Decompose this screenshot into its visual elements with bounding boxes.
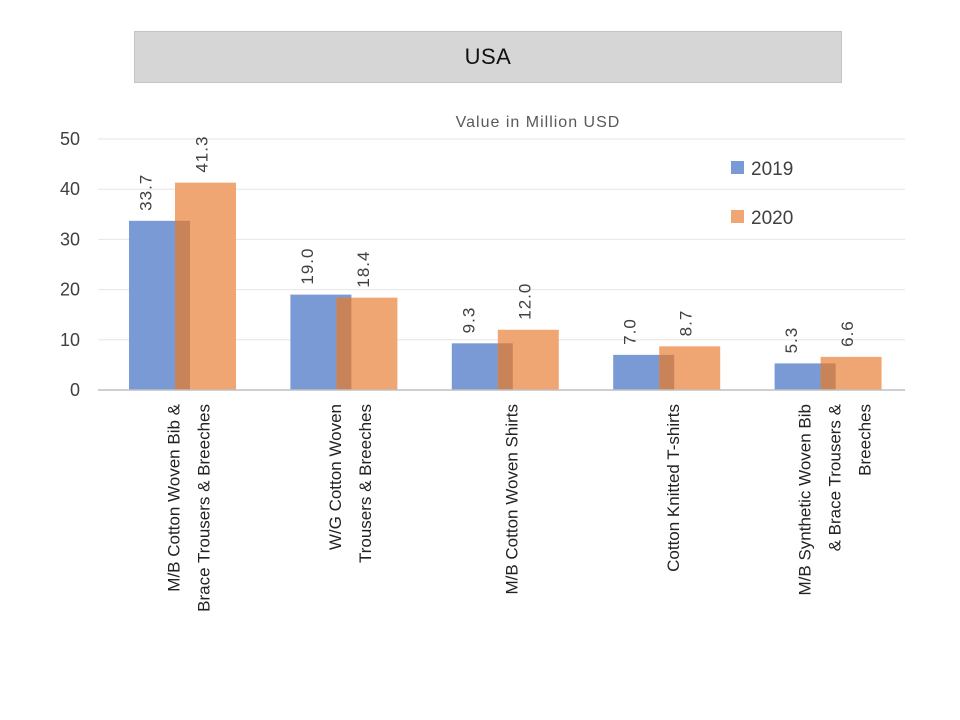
bar-overlap <box>175 220 190 390</box>
legend-label: 2020 <box>751 208 793 229</box>
bar-overlap <box>659 354 675 390</box>
y-tick-label: 40 <box>60 179 80 199</box>
data-label: 19.0 <box>298 248 317 285</box>
data-label: 7.0 <box>621 318 640 345</box>
data-label: 6.6 <box>838 320 857 347</box>
x-tick-label: M/B Cotton Woven Bib & <box>165 403 184 591</box>
y-axis: 0 10 20 30 40 50 <box>60 129 80 400</box>
x-tick-label: Cotton Knitted T-shirts <box>664 404 683 572</box>
x-tick-label: M/B Cotton Woven Shirts <box>503 404 522 595</box>
chart-title: USA <box>134 31 842 83</box>
data-label: 33.7 <box>137 174 156 211</box>
legend-swatch <box>731 161 744 174</box>
data-label: 5.3 <box>782 327 801 354</box>
y-tick-label: 10 <box>60 330 80 350</box>
bars <box>129 182 882 390</box>
x-tick-label: Breeches <box>855 404 874 476</box>
bar-overlap <box>820 363 836 390</box>
y-tick-label: 30 <box>60 229 80 249</box>
data-label: 18.4 <box>354 251 373 288</box>
x-axis: M/B Cotton Woven Bib & Brace Trousers & B… <box>98 389 905 612</box>
data-label: 12.0 <box>515 283 534 320</box>
data-labels: 33.7 41.3 19.0 18.4 9.3 12.0 7.0 8.7 5.3 6.6 <box>137 136 858 354</box>
chart-subtitle: Value in Million USD <box>456 114 621 131</box>
y-tick-label: 0 <box>70 380 80 400</box>
data-label: 41.3 <box>193 136 212 173</box>
data-label: 8.7 <box>677 310 696 337</box>
y-tick-label: 50 <box>60 129 80 149</box>
x-tick-label: Trousers & Breeches <box>356 404 375 563</box>
y-tick-label: 20 <box>60 280 80 300</box>
x-tick-label: & Brace Trousers & <box>825 403 844 551</box>
legend-swatch <box>731 210 744 223</box>
x-tick-label: Brace Trousers & Breeches <box>195 404 214 612</box>
bar-overlap <box>497 343 513 390</box>
legend-label: 2019 <box>751 159 793 180</box>
bar-overlap <box>336 297 352 390</box>
x-tick-label: W/G Cotton Woven <box>326 404 345 550</box>
x-tick-label: M/B Synthetic Woven Bib <box>795 404 814 596</box>
legend: 2019 2020 <box>731 159 793 229</box>
data-label: 9.3 <box>459 307 478 334</box>
